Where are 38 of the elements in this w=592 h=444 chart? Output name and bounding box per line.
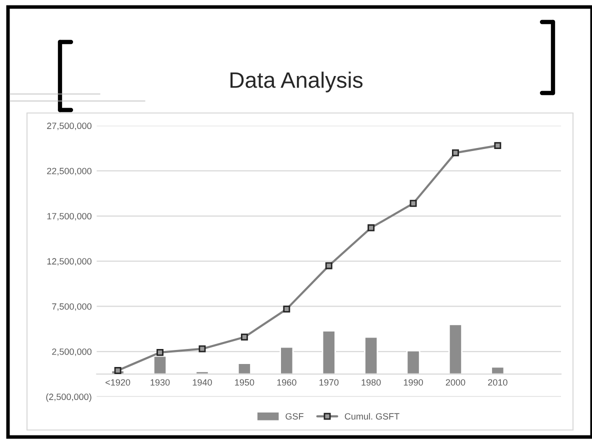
point xyxy=(325,262,332,270)
x-tick-label: 1930 xyxy=(150,379,170,386)
x-tick-label: 1990 xyxy=(404,379,423,386)
point xyxy=(452,149,459,156)
y-tick-label: 2,500,000 xyxy=(52,348,92,356)
bar xyxy=(490,366,505,375)
y-tick-label: 17,500,000 xyxy=(47,213,92,220)
x-tick-label: 1980 xyxy=(362,379,381,386)
point xyxy=(283,306,290,313)
y-tick-label: 12,500,000 xyxy=(47,258,92,266)
bar xyxy=(322,330,336,375)
chart-title: Data Analysis xyxy=(230,72,363,92)
y-tick-label: 22,500,000 xyxy=(47,168,92,176)
y-tick-label: (2,500,000) xyxy=(46,393,92,402)
bar xyxy=(406,350,420,375)
point xyxy=(156,348,164,356)
point xyxy=(114,367,122,374)
x-tick-label: 1960 xyxy=(277,379,296,386)
x-tick-label: <1920 xyxy=(106,379,130,386)
x-tick-label: 2000 xyxy=(446,379,466,386)
point xyxy=(368,224,375,232)
bar xyxy=(237,362,252,375)
point xyxy=(198,345,206,352)
legend-label: GSF xyxy=(286,413,304,420)
bar xyxy=(364,336,378,375)
y-tick-label: 27,500,000 xyxy=(47,122,92,130)
y-tick-label: 7,500,000 xyxy=(52,303,92,311)
x-tick-label: 1940 xyxy=(192,379,212,386)
point xyxy=(240,334,248,341)
bar xyxy=(280,346,294,375)
bar xyxy=(448,324,463,375)
bar xyxy=(152,355,168,375)
point xyxy=(494,142,502,150)
point xyxy=(410,200,417,207)
x-tick-label: 1950 xyxy=(235,379,254,386)
legend-label: Cumul. GSFT xyxy=(344,412,400,420)
x-tick-label: 2010 xyxy=(488,379,508,386)
x-tick-label: 1970 xyxy=(320,379,339,386)
